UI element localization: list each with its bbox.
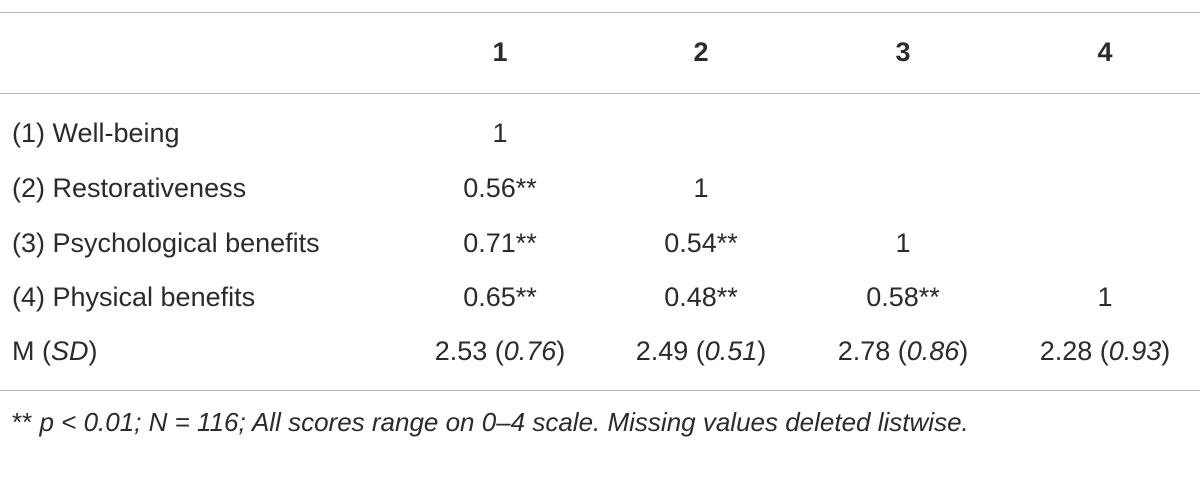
summary-cell-part: )	[556, 336, 566, 366]
table-cell: 1	[895, 228, 911, 258]
summary-cell-part: 0.76	[503, 336, 557, 366]
header-rule	[0, 93, 1200, 94]
footnote: ** p < 0.01; N = 116; All scores range o…	[12, 404, 1186, 441]
summary-cell-part: )	[1161, 336, 1171, 366]
summary-label-part: )	[88, 336, 98, 366]
summary-cell-part: )	[757, 336, 767, 366]
summary-label-part: M (	[12, 336, 51, 366]
summary-cell: 2.28 (0.93)	[1040, 334, 1171, 368]
summary-cell: 2.53 (0.76)	[435, 334, 566, 368]
summary-cell-part: )	[959, 336, 969, 366]
table-cell: 0.54**	[664, 228, 738, 258]
footnote-mark: **	[12, 407, 33, 437]
table-cell: 1	[1097, 282, 1113, 312]
summary-label-part: SD	[50, 336, 89, 366]
row-label: (2) Restorativeness	[12, 173, 247, 203]
table-cell: 0.48**	[664, 282, 738, 312]
column-header: 1	[492, 37, 508, 67]
table-cell: 0.58**	[866, 282, 940, 312]
summary-cell-part: 2.78 (	[837, 336, 907, 366]
table-cell: 1	[492, 118, 508, 148]
table-cell: 0.56**	[463, 173, 537, 203]
summary-cell-part: 0.86	[906, 336, 960, 366]
column-header: 2	[693, 37, 709, 67]
column-header: 3	[895, 37, 911, 67]
top-rule	[0, 12, 1200, 13]
bottom-rule	[0, 390, 1200, 391]
summary-cell-part: 2.49 (	[635, 336, 705, 366]
column-header: 4	[1097, 37, 1113, 67]
summary-cell-part: 2.28 (	[1039, 336, 1109, 366]
row-label: (3) Psychological benefits	[12, 228, 320, 258]
summary-cell: 2.49 (0.51)	[636, 334, 767, 368]
summary-cell: 2.78 (0.86)	[838, 334, 969, 368]
table-cell: 0.65**	[463, 282, 537, 312]
row-label: (4) Physical benefits	[12, 282, 256, 312]
summary-cell-part: 0.93	[1108, 336, 1162, 366]
footnote-text: p < 0.01; N = 116; All scores range on 0…	[32, 407, 969, 437]
table-cell: 0.71**	[463, 228, 537, 258]
summary-cell-part: 2.53 (	[434, 336, 504, 366]
table-cell: 1	[693, 173, 709, 203]
summary-cell-part: 0.51	[704, 336, 758, 366]
row-label: (1) Well-being	[12, 118, 180, 148]
summary-label: M (SD)	[12, 334, 98, 368]
